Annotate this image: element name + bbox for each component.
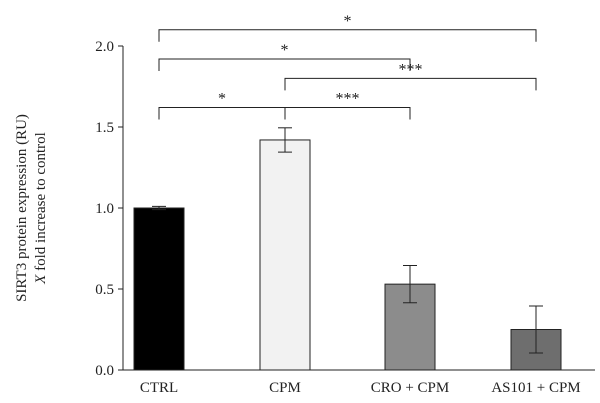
y-axis-label-line2: X fold increase to control bbox=[33, 132, 49, 285]
category-labels: CTRL CPM CRO + CPM AS101 + CPM bbox=[140, 380, 581, 396]
y-axis-label: SIRT3 protein expression (RU) X fold inc… bbox=[14, 114, 49, 302]
significance-label: * bbox=[218, 91, 226, 108]
bar bbox=[259, 139, 311, 371]
significance-label: *** bbox=[336, 91, 360, 108]
significance-label: * bbox=[344, 13, 352, 30]
category-label: CRO + CPM bbox=[371, 380, 450, 396]
y-ticks: 0.0 0.5 1.0 1.5 2.0 bbox=[95, 39, 123, 379]
significance-bracket bbox=[284, 77, 537, 91]
y-tick-label: 1.5 bbox=[95, 120, 114, 136]
y-axis-label-italic: X bbox=[33, 274, 49, 285]
y-tick-label: 1.0 bbox=[95, 201, 114, 217]
significance-brackets: * ******** bbox=[158, 13, 537, 120]
y-axis-label-rest: fold increase to control bbox=[33, 132, 49, 274]
y-tick-label: 0.0 bbox=[95, 363, 114, 379]
category-label: AS101 + CPM bbox=[491, 380, 580, 396]
significance-bracket bbox=[158, 58, 411, 71]
error-bars bbox=[152, 127, 543, 354]
significance-bracket bbox=[158, 29, 537, 42]
bars bbox=[133, 139, 562, 371]
significance-bracket bbox=[158, 107, 286, 120]
category-label: CPM bbox=[269, 380, 301, 396]
y-axis-label-line1: SIRT3 protein expression (RU) bbox=[14, 114, 30, 302]
significance-bracket bbox=[284, 107, 411, 120]
significance-label: * bbox=[281, 42, 289, 59]
category-label: CTRL bbox=[140, 380, 178, 396]
bar bbox=[133, 207, 185, 371]
y-tick-label: 2.0 bbox=[95, 39, 114, 55]
y-tick-label: 0.5 bbox=[95, 282, 114, 298]
